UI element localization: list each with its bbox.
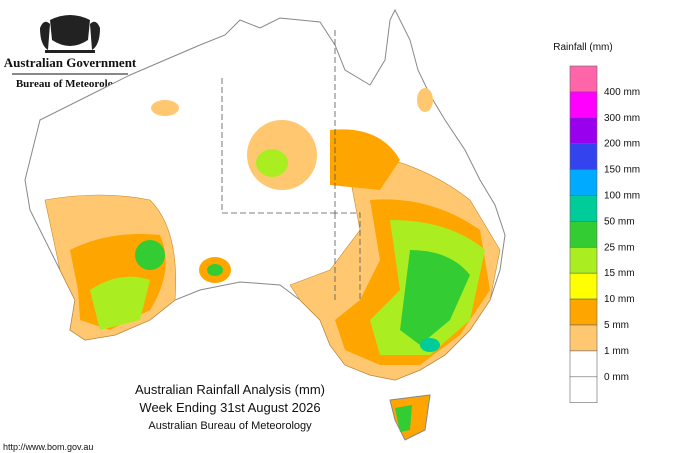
legend-swatch xyxy=(569,324,598,352)
australia-map xyxy=(24,8,506,441)
legend-label: 10 mm xyxy=(604,294,635,305)
caption-period: Week Ending 31st August 2026 xyxy=(139,400,320,415)
legend-label: 100 mm xyxy=(604,191,640,202)
legend-title: Rainfall (mm) xyxy=(553,42,612,53)
legend-swatch xyxy=(569,65,598,93)
legend-swatch xyxy=(569,298,598,326)
legend: Rainfall (mm) 400 mm 300 mm 200 mm 150 mm 10… xyxy=(553,42,640,403)
agency-name: Bureau of Meteorology xyxy=(16,78,125,90)
caption-source: Australian Bureau of Meteorology xyxy=(148,420,312,432)
legend-label: 300 mm xyxy=(604,113,640,124)
legend-swatch xyxy=(569,143,598,170)
legend-label: 25 mm xyxy=(604,242,635,253)
legend-swatch xyxy=(569,247,598,274)
legend-swatch xyxy=(569,350,598,378)
legend-swatch xyxy=(569,195,598,222)
caption-title: Australian Rainfall Analysis (mm) xyxy=(135,382,325,397)
legend-label: 50 mm xyxy=(604,216,635,227)
legend-swatch xyxy=(569,91,598,119)
legend-label: 200 mm xyxy=(604,139,640,150)
legend-swatch xyxy=(569,272,598,300)
crest xyxy=(40,15,100,53)
legend-swatch xyxy=(569,169,598,196)
legend-label: 1 mm xyxy=(604,346,629,357)
legend-label: 150 mm xyxy=(604,165,640,176)
legend-swatch xyxy=(569,221,598,248)
url: http://www.bom.gov.au xyxy=(3,442,93,452)
legend-label: 0 mm xyxy=(604,372,629,383)
legend-label: 400 mm xyxy=(604,87,640,98)
legend-label: 15 mm xyxy=(604,268,635,279)
government-name: Australian Government xyxy=(4,55,137,70)
legend-swatch xyxy=(569,117,598,145)
legend-label: 5 mm xyxy=(604,320,629,331)
legend-swatch xyxy=(569,376,598,403)
